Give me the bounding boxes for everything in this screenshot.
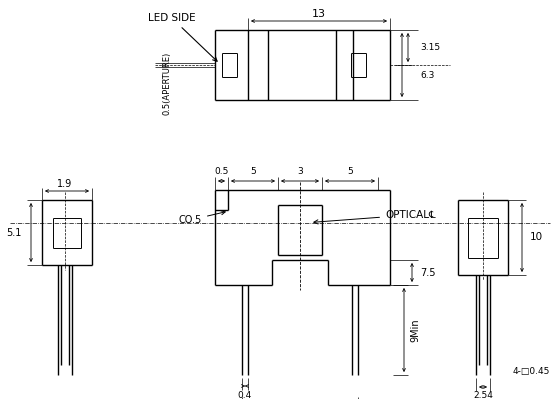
Text: 5: 5	[347, 168, 353, 176]
Text: CO.5: CO.5	[179, 211, 225, 225]
Text: 5: 5	[250, 168, 256, 176]
Text: 1.9: 1.9	[57, 179, 73, 189]
Text: 0.5: 0.5	[214, 168, 228, 176]
Text: 4-□0.45: 4-□0.45	[513, 367, 550, 376]
Text: 9Min: 9Min	[410, 318, 420, 342]
Text: 10: 10	[530, 233, 543, 243]
Text: 2.54: 2.54	[473, 391, 493, 399]
Text: OPTICAL℄: OPTICAL℄	[314, 210, 436, 224]
Text: 6.3: 6.3	[420, 71, 435, 79]
Text: 0.4: 0.4	[238, 391, 252, 399]
Text: 3.15: 3.15	[420, 43, 440, 52]
Text: 5.1: 5.1	[7, 227, 22, 237]
Text: 0.5(APERTURE): 0.5(APERTURE)	[162, 51, 171, 115]
Text: 3: 3	[297, 168, 303, 176]
Text: LED SIDE: LED SIDE	[148, 13, 217, 61]
Text: 7.5: 7.5	[420, 267, 436, 277]
Text: 13: 13	[312, 9, 326, 19]
